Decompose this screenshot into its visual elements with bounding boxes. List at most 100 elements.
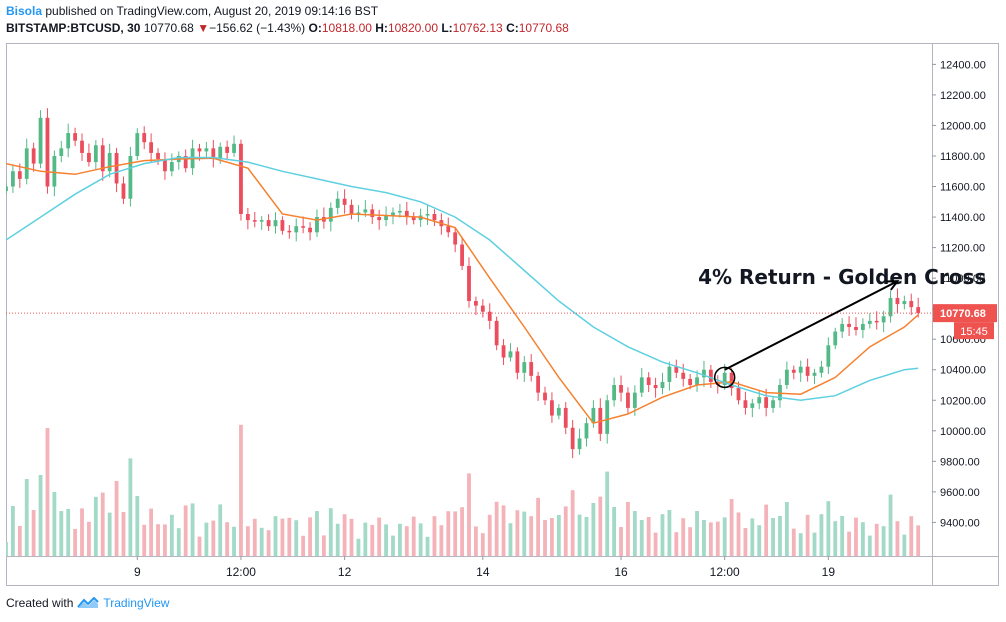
volume-bar [363, 522, 368, 556]
candle-body [874, 320, 879, 323]
volume-bar [826, 501, 831, 556]
candle-body [31, 148, 36, 164]
volume-bar [570, 490, 575, 556]
candle-body [536, 375, 541, 393]
candle-body [784, 369, 789, 385]
high-value: 10820.00 [387, 21, 438, 35]
annotation-circle [713, 366, 736, 389]
volume-bar [391, 535, 395, 556]
volume-bar [916, 525, 921, 556]
volume-bar [888, 494, 893, 556]
candle-body [87, 152, 91, 163]
open-label: O: [308, 21, 322, 35]
volume-bar [149, 508, 154, 556]
candle-body [467, 265, 471, 302]
volume-bar [681, 518, 686, 556]
volume-bar [771, 518, 775, 556]
candle-body [556, 407, 561, 416]
volume-bar [453, 511, 458, 556]
volume-bar [232, 526, 236, 556]
ohlc-line: BITSTAMP:BTCUSD, 30 10770.68 ▼−156.62 (−… [6, 20, 569, 37]
low-value: 10762.13 [452, 21, 503, 35]
volume-bar [757, 525, 762, 556]
candle-body [107, 152, 112, 172]
volume-bar [909, 516, 914, 556]
candle-body [239, 143, 243, 214]
candle-body [252, 220, 257, 222]
volume-bar [819, 514, 824, 556]
volume-bar [218, 504, 223, 556]
volume-bar [315, 511, 319, 556]
candle-body [363, 209, 368, 213]
volume-bar [59, 511, 64, 556]
volume-bar [273, 516, 278, 556]
candle-body [798, 366, 803, 373]
countdown-label: 15:45 [960, 326, 988, 338]
volume-bar [536, 497, 541, 556]
candle-body [750, 403, 755, 408]
volume-bar [626, 502, 630, 556]
tradingview-brand[interactable]: TradingView [103, 596, 170, 610]
volume-bar [301, 535, 306, 556]
volume-bar [169, 514, 174, 556]
candle-body [142, 133, 147, 143]
candle-body [522, 362, 527, 373]
candle-body [653, 385, 658, 389]
chart-area[interactable]: 9400.00 9600.00 9800.00 10000.00 10200.00 104… [6, 43, 999, 586]
candle-body [605, 400, 610, 434]
candle-body [59, 148, 64, 156]
x-tick-label: 16 [614, 565, 628, 579]
candle-body [764, 397, 769, 408]
volume-bar [197, 536, 202, 556]
volume-bar [556, 515, 561, 556]
candle-body [474, 301, 478, 306]
candle-body [460, 244, 464, 266]
volume-bar [550, 518, 554, 556]
volume-bar [660, 514, 665, 556]
volume-bar [114, 481, 119, 556]
candle-body [80, 140, 84, 153]
volume-bar [743, 528, 748, 556]
volume-bar [639, 520, 644, 556]
volume-bar [494, 501, 499, 556]
candle-body [702, 369, 706, 378]
candle-body [349, 204, 354, 214]
volume-bar [722, 517, 727, 556]
price-chart[interactable]: 9400.00 9600.00 9800.00 10000.00 10200.00 104… [6, 43, 999, 586]
candle-body [722, 372, 727, 385]
y-tick-label: 10000.00 [940, 426, 986, 438]
volume-bar [515, 510, 520, 556]
candle-body [397, 210, 402, 213]
candle-body [266, 220, 271, 227]
candle-body [819, 366, 824, 373]
candle-body [743, 400, 748, 408]
candle-body [100, 145, 105, 172]
candle-body [550, 400, 554, 416]
symbol-label[interactable]: BITSTAMP:BTCUSD, 30 [6, 21, 141, 35]
candle-body [45, 117, 50, 187]
candle-body [881, 316, 886, 323]
candle-body [688, 378, 693, 385]
volume-bar [619, 527, 623, 556]
volume-bar [239, 424, 243, 556]
last-price-tag [933, 304, 997, 323]
candle-body [432, 214, 437, 221]
volume-bar [11, 506, 15, 556]
volume-bar [349, 518, 354, 556]
publish-line: Bisola published on TradingView.com, Aug… [6, 3, 569, 20]
candle-body [114, 152, 119, 184]
volume-bar [736, 512, 741, 556]
candle-body [826, 345, 831, 367]
volume-bar [404, 526, 409, 556]
y-tick-label: 11000.00 [940, 273, 985, 285]
y-tick-label: 11600.00 [940, 182, 985, 194]
candle-body [245, 214, 250, 221]
candle-body [612, 385, 617, 401]
author-name[interactable]: Bisola [6, 4, 43, 18]
volume-bar [321, 535, 326, 556]
volume-bar [750, 518, 755, 556]
volume-bar [66, 509, 71, 556]
candle-body [128, 155, 133, 199]
candle-body [667, 366, 672, 382]
chart-header: Bisola published on TradingView.com, Aug… [6, 3, 569, 37]
